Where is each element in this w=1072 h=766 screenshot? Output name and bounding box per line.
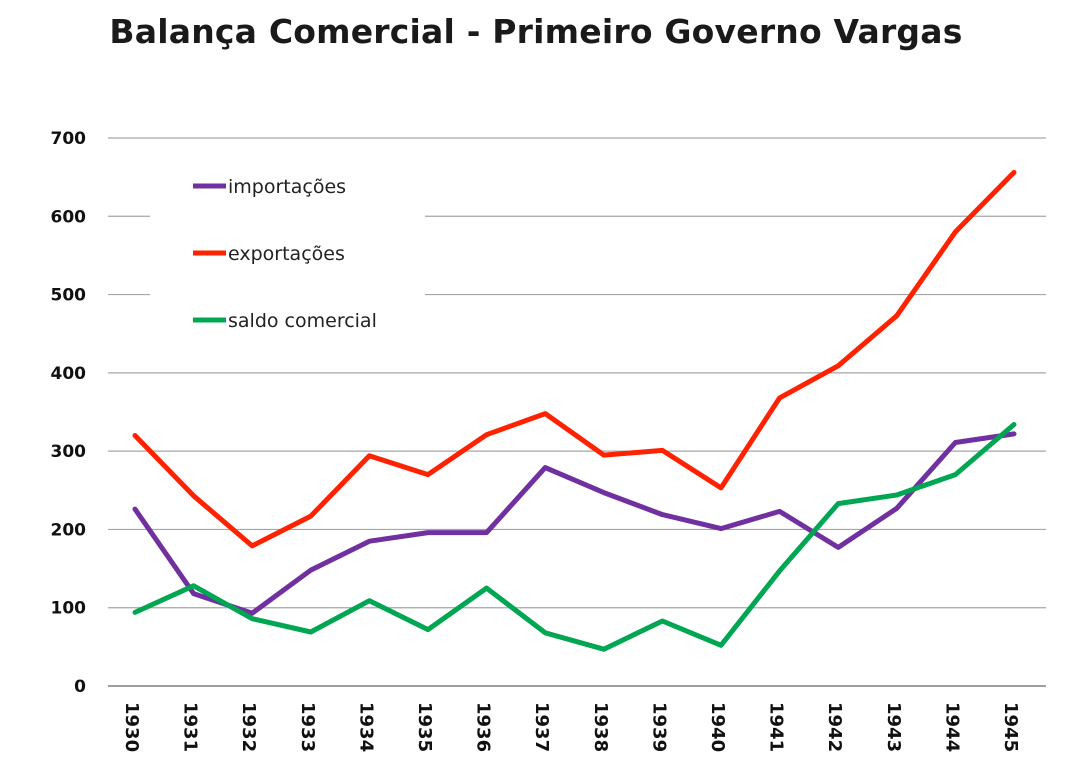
series-line: [132, 422, 1017, 652]
x-tick-label: 1933: [297, 702, 318, 752]
legend-label: saldo comercial: [228, 310, 377, 332]
x-tick-label: 1942: [824, 702, 845, 752]
x-tick-label: 1944: [941, 702, 962, 752]
series-line: [132, 169, 1017, 549]
legend-label: exportações: [228, 243, 345, 265]
y-tick-label: 0: [74, 677, 86, 697]
series-line: [132, 431, 1017, 616]
x-tick-label: 1938: [590, 702, 611, 752]
y-tick-label: 500: [51, 286, 87, 306]
y-tick-label: 600: [51, 207, 87, 227]
x-tick-label: 1943: [883, 702, 904, 752]
x-tick-label: 1941: [766, 702, 787, 752]
x-tick-label: 1940: [707, 702, 728, 752]
y-tick-label: 100: [51, 599, 87, 619]
x-tick-label: 1936: [473, 702, 494, 752]
y-tick-label: 200: [51, 520, 87, 540]
legend-label: importações: [228, 176, 346, 198]
x-tick-label: 1937: [531, 702, 552, 752]
x-tick-label: 1935: [414, 702, 435, 752]
x-tick-label: 1939: [648, 702, 669, 752]
x-tick-label: 1932: [238, 702, 259, 752]
x-tick-label: 1930: [121, 702, 142, 752]
x-tick-label: 1934: [355, 702, 376, 752]
y-tick-label: 300: [51, 442, 87, 462]
x-tick-label: 1945: [1000, 702, 1021, 752]
y-tick-label: 400: [51, 364, 87, 384]
y-tick-label: 700: [51, 129, 87, 149]
x-tick-label: 1931: [180, 702, 201, 752]
chart-title: Balança Comercial - Primeiro Governo Var…: [109, 12, 963, 51]
